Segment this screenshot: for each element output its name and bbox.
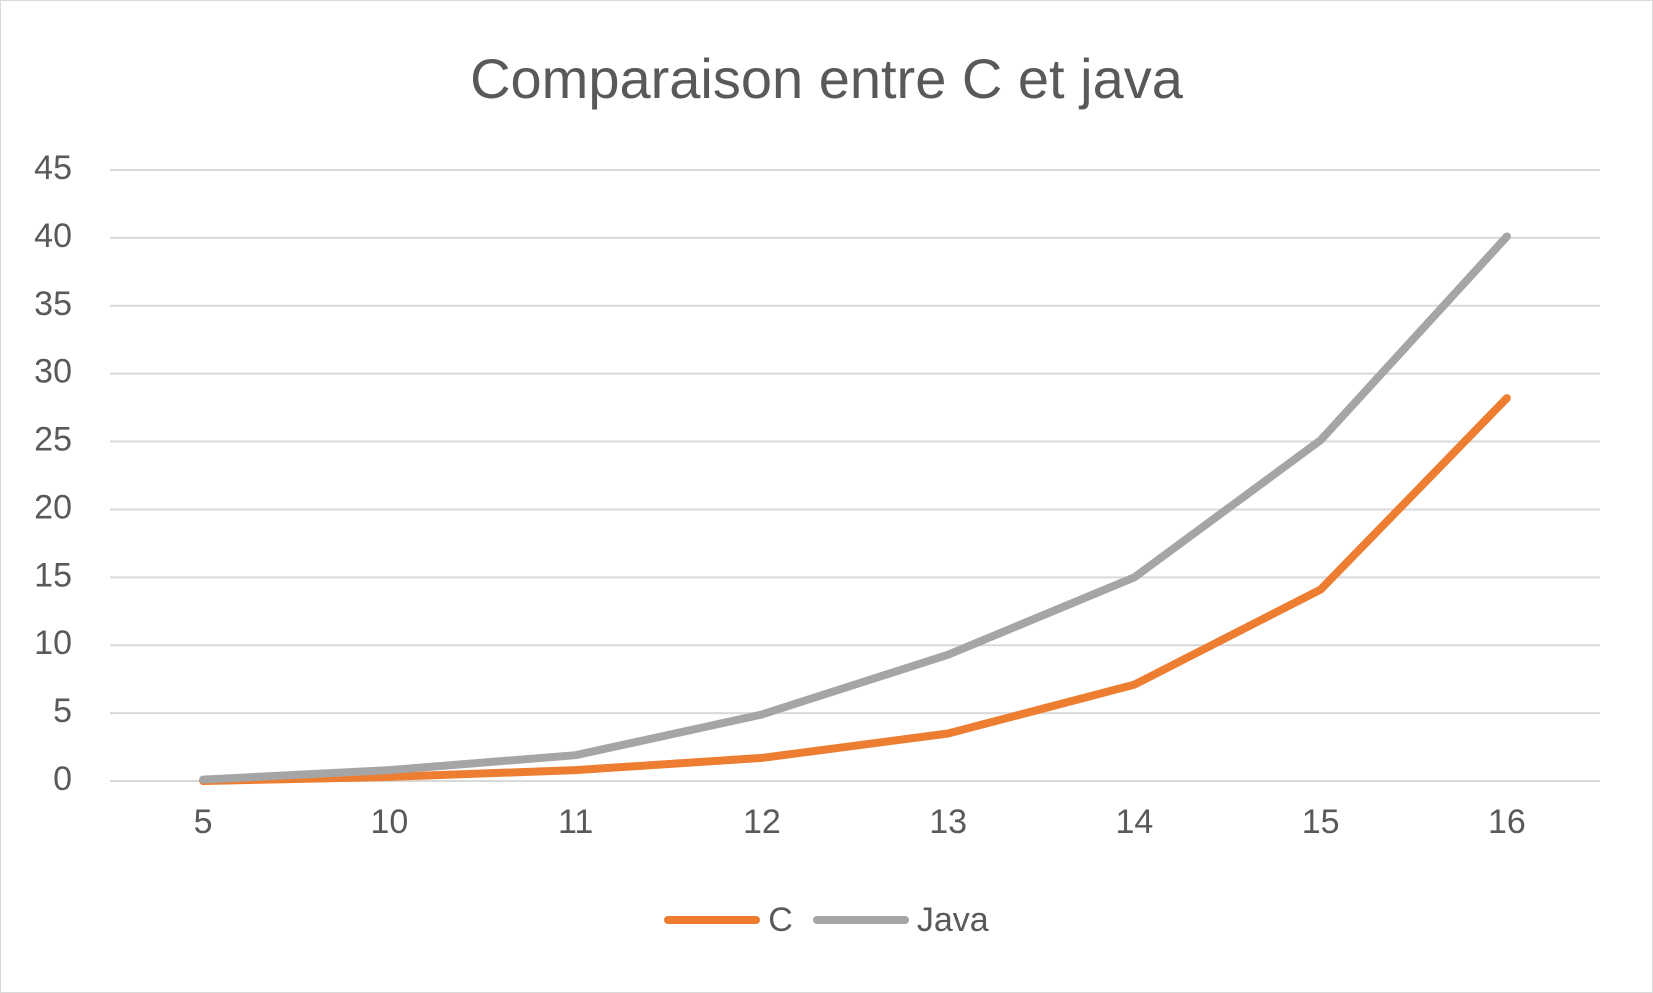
y-tick-label: 10 <box>34 624 72 662</box>
y-tick-label: 0 <box>53 760 72 798</box>
x-tick-label: 12 <box>743 803 781 841</box>
y-tick-label: 30 <box>34 353 72 391</box>
legend-item-java: Java <box>812 900 989 940</box>
legend: C Java <box>0 900 1653 940</box>
x-tick-label: 11 <box>558 803 593 841</box>
y-axis-tick-labels: 0 5 10 15 20 25 30 35 40 45 <box>34 149 72 798</box>
x-tick-label: 10 <box>370 803 408 841</box>
legend-item-c: C <box>664 900 793 940</box>
x-tick-label: 15 <box>1302 803 1340 841</box>
legend-swatch-java <box>812 916 909 924</box>
x-axis-tick-labels: 5 10 11 12 13 14 15 16 <box>194 803 1526 841</box>
legend-label-java: Java <box>916 901 989 939</box>
gridlines <box>110 169 1600 782</box>
y-tick-label: 45 <box>34 149 72 187</box>
y-tick-label: 35 <box>34 285 72 323</box>
x-tick-label: 13 <box>929 803 967 841</box>
y-tick-label: 40 <box>34 217 72 255</box>
chart-title: Comparaison entre C et java <box>470 47 1183 110</box>
x-tick-label: 14 <box>1115 803 1153 841</box>
y-tick-label: 15 <box>34 556 72 594</box>
x-tick-label: 16 <box>1488 803 1526 841</box>
series-lines <box>199 232 1511 785</box>
series-line-java <box>199 232 1511 784</box>
y-tick-label: 25 <box>34 421 72 459</box>
y-tick-label: 5 <box>53 692 72 730</box>
series-line-c <box>199 394 1511 785</box>
legend-swatch-c <box>664 916 761 924</box>
legend-label-c: C <box>768 901 793 939</box>
x-tick-label: 5 <box>194 803 213 841</box>
y-tick-label: 20 <box>34 488 72 526</box>
